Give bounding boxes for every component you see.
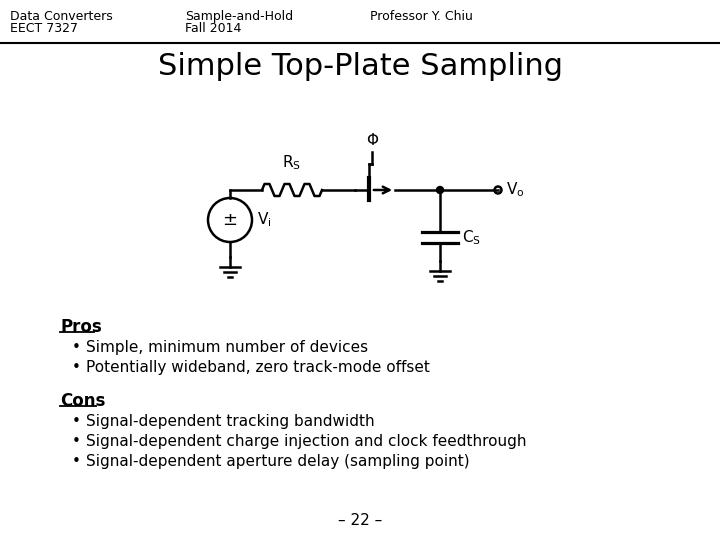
Text: Cons: Cons [60, 392, 105, 410]
Text: Signal-dependent aperture delay (sampling point): Signal-dependent aperture delay (samplin… [86, 454, 469, 469]
Text: Pros: Pros [60, 318, 102, 336]
Text: – 22 –: – 22 – [338, 513, 382, 528]
Text: V$_\mathregular{o}$: V$_\mathregular{o}$ [506, 181, 525, 199]
Text: EECT 7327: EECT 7327 [10, 22, 78, 35]
Text: Data Converters: Data Converters [10, 10, 113, 23]
Text: ±: ± [222, 211, 238, 229]
Text: •: • [72, 454, 81, 469]
Text: Simple, minimum number of devices: Simple, minimum number of devices [86, 340, 368, 355]
Text: •: • [72, 434, 81, 449]
Text: Sample-and-Hold: Sample-and-Hold [185, 10, 293, 23]
Text: C$_\mathregular{S}$: C$_\mathregular{S}$ [462, 228, 481, 247]
Text: Professor Y. Chiu: Professor Y. Chiu [370, 10, 473, 23]
Text: •: • [72, 340, 81, 355]
Text: Signal-dependent tracking bandwidth: Signal-dependent tracking bandwidth [86, 414, 374, 429]
Text: •: • [72, 414, 81, 429]
Text: V$_\mathregular{i}$: V$_\mathregular{i}$ [257, 211, 271, 229]
Circle shape [436, 186, 444, 193]
Text: Signal-dependent charge injection and clock feedthrough: Signal-dependent charge injection and cl… [86, 434, 526, 449]
Text: Fall 2014: Fall 2014 [185, 22, 241, 35]
Text: •: • [72, 360, 81, 375]
Text: Potentially wideband, zero track-mode offset: Potentially wideband, zero track-mode of… [86, 360, 430, 375]
Text: R$_\mathregular{S}$: R$_\mathregular{S}$ [282, 153, 302, 172]
Text: Simple Top-Plate Sampling: Simple Top-Plate Sampling [158, 52, 562, 81]
Text: Φ: Φ [366, 133, 378, 148]
